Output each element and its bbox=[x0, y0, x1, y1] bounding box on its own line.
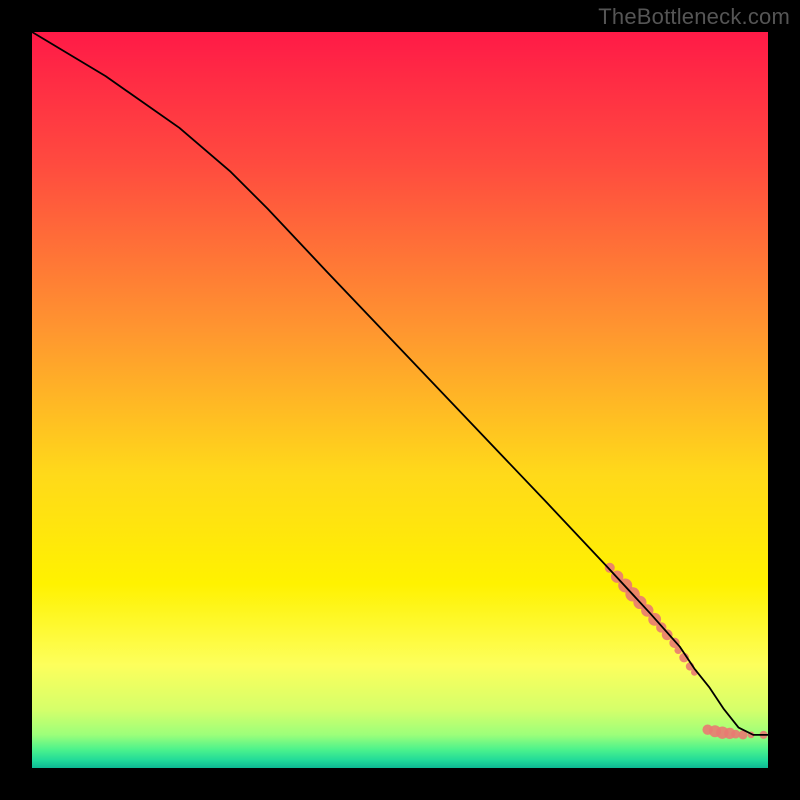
watermark-text: TheBottleneck.com bbox=[598, 4, 790, 30]
data-point bbox=[605, 563, 615, 573]
data-point bbox=[662, 629, 673, 640]
plot-area bbox=[32, 32, 768, 768]
outer-frame: TheBottleneck.com bbox=[0, 0, 800, 800]
gradient-background bbox=[32, 32, 768, 768]
chart-svg bbox=[32, 32, 768, 768]
